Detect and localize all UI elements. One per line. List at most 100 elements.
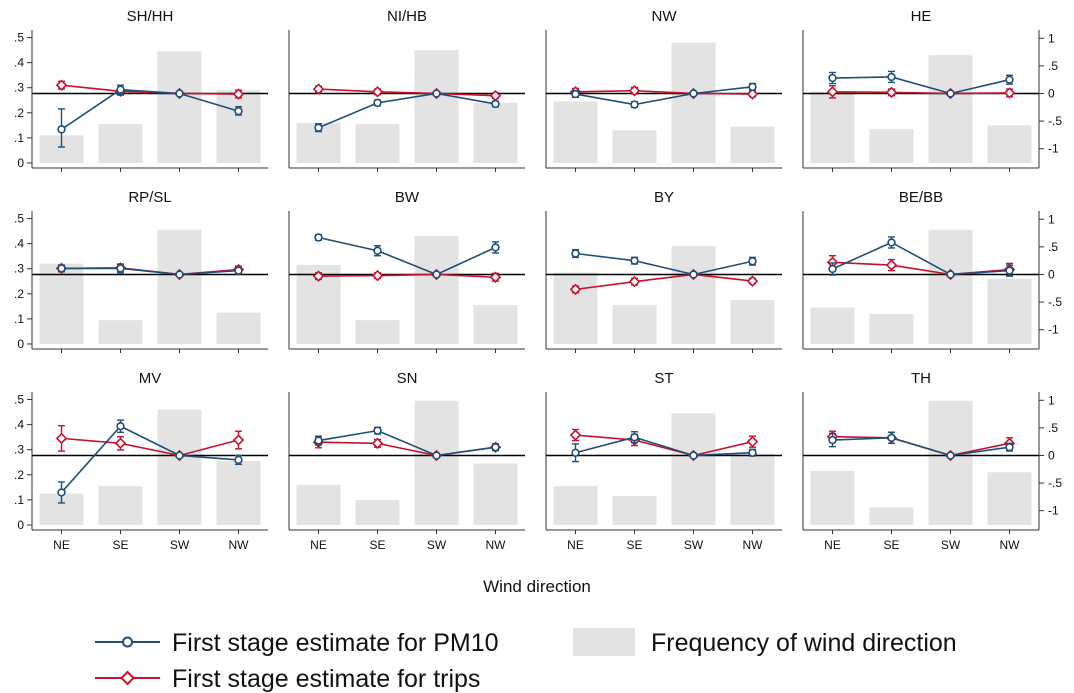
trips-point bbox=[628, 84, 641, 97]
legend-item-trips: First stage estimate for trips bbox=[95, 665, 480, 693]
pm10-point bbox=[432, 270, 441, 279]
left-tick-label: .3 bbox=[14, 81, 24, 95]
left-tick-label: .1 bbox=[14, 131, 24, 145]
frequency-bar bbox=[98, 320, 143, 344]
trips-point bbox=[371, 269, 384, 282]
pm10-point bbox=[1005, 75, 1014, 84]
frequency-bar bbox=[810, 91, 855, 163]
x-tick-label: SW bbox=[170, 538, 190, 552]
right-tick-label: 0 bbox=[1048, 86, 1055, 100]
frequency-bar bbox=[355, 124, 400, 163]
legend-pm10-marker bbox=[122, 636, 133, 648]
frequency-bar bbox=[671, 42, 716, 163]
frequency-bar bbox=[473, 102, 518, 163]
pm10-series-line bbox=[832, 76, 1010, 95]
legend-frequency-label: Frequency of wind direction bbox=[651, 629, 957, 657]
panel-title: BW bbox=[395, 189, 420, 206]
right-tick-label: .5 bbox=[1048, 421, 1058, 435]
trips-point bbox=[746, 435, 759, 448]
pm10-point bbox=[887, 433, 896, 443]
pm10-point bbox=[1005, 266, 1014, 275]
right-tick-label: -.5 bbox=[1048, 476, 1062, 490]
left-tick-label: 0 bbox=[17, 337, 24, 351]
panel-title: NI/HB bbox=[387, 8, 427, 25]
frequency-bar bbox=[414, 236, 459, 344]
pm10-point bbox=[887, 238, 896, 247]
x-tick-label: NW bbox=[743, 538, 764, 552]
pm10-point bbox=[748, 448, 757, 457]
frequency-bar bbox=[216, 90, 261, 163]
frequency-bar bbox=[296, 484, 341, 525]
pm10-point bbox=[630, 100, 639, 109]
panel-title: BE/BB bbox=[899, 189, 943, 206]
pm10-series-line bbox=[575, 86, 753, 106]
x-tick-label: SW bbox=[427, 538, 447, 552]
pm10-point bbox=[887, 72, 896, 82]
pm10-series-line bbox=[60, 425, 239, 493]
frequency-bar bbox=[987, 278, 1032, 344]
frequency-bar bbox=[730, 453, 775, 525]
pm10-point bbox=[57, 488, 66, 497]
trips-point bbox=[312, 83, 325, 95]
left-tick-label: .2 bbox=[14, 468, 24, 482]
x-tick-label: NE bbox=[824, 538, 841, 552]
pm10-point bbox=[748, 257, 757, 266]
x-tick-label: SE bbox=[626, 538, 642, 552]
x-tick-label: NW bbox=[486, 538, 507, 552]
frequency-bar bbox=[987, 125, 1032, 163]
frequency-bar bbox=[157, 409, 202, 525]
panel-he: HE -1 -.5 0 .5 1 bbox=[802, 8, 1062, 172]
frequency-bar bbox=[869, 313, 914, 344]
pm10-point bbox=[630, 256, 639, 265]
pm10-point bbox=[491, 443, 500, 452]
pm10-point bbox=[491, 99, 500, 109]
panels-area: SH/HH 0 .1 .2 .3 .4 .5 NI/HB NW HE -1 -.5 0 .5 1 RP/SL 0… bbox=[14, 8, 1062, 552]
trips-series-line bbox=[61, 84, 239, 95]
panel-title: NW bbox=[652, 8, 678, 25]
left-tick-label: .5 bbox=[14, 31, 24, 45]
left-tick-label: .1 bbox=[14, 493, 24, 507]
legend-trips-marker bbox=[120, 670, 135, 686]
pm10-point bbox=[116, 264, 125, 273]
pm10-series-line bbox=[832, 241, 1010, 276]
frequency-bar bbox=[612, 496, 657, 525]
frequency-bar bbox=[473, 463, 518, 525]
frequency-bar bbox=[730, 126, 775, 163]
pm10-series-line bbox=[61, 88, 239, 131]
x-tick-label: SE bbox=[369, 538, 385, 552]
left-tick-label: 0 bbox=[17, 156, 24, 170]
frequency-bar bbox=[730, 300, 775, 344]
trips-point bbox=[628, 275, 641, 288]
pm10-series-line bbox=[318, 236, 496, 276]
pm10-point bbox=[373, 98, 382, 108]
trips-series-line bbox=[575, 434, 753, 457]
panel-title: HE bbox=[911, 8, 932, 25]
frequency-bar bbox=[39, 263, 84, 344]
left-tick-label: .5 bbox=[14, 393, 24, 407]
pm10-point bbox=[571, 448, 580, 457]
frequency-bar bbox=[928, 400, 973, 525]
trips-series-line bbox=[575, 89, 753, 95]
frequency-bar bbox=[98, 486, 143, 525]
x-tick-label: SE bbox=[112, 538, 128, 552]
panel-by: BY bbox=[545, 189, 782, 353]
legend-item-pm10: First stage estimate for PM10 bbox=[95, 629, 499, 657]
frequency-bar bbox=[810, 307, 855, 344]
pm10-point bbox=[689, 89, 698, 98]
left-tick-label: .4 bbox=[14, 56, 24, 70]
trips-series-line bbox=[575, 273, 753, 291]
x-tick-label: NE bbox=[310, 538, 327, 552]
frequency-bar bbox=[355, 499, 400, 525]
trips-point bbox=[1003, 87, 1016, 99]
trips-series-line bbox=[318, 441, 496, 457]
right-tick-label: 1 bbox=[1048, 212, 1055, 226]
trips-point bbox=[55, 79, 68, 91]
frequency-bar bbox=[928, 229, 973, 344]
frequency-bar bbox=[869, 129, 914, 163]
legend-trips-label: First stage estimate for trips bbox=[172, 665, 480, 693]
trips-point bbox=[114, 437, 127, 450]
panel-nw: NW bbox=[545, 8, 782, 172]
pm10-point bbox=[314, 233, 323, 242]
trips-series-line bbox=[318, 273, 496, 279]
pm10-series-line bbox=[575, 436, 753, 457]
